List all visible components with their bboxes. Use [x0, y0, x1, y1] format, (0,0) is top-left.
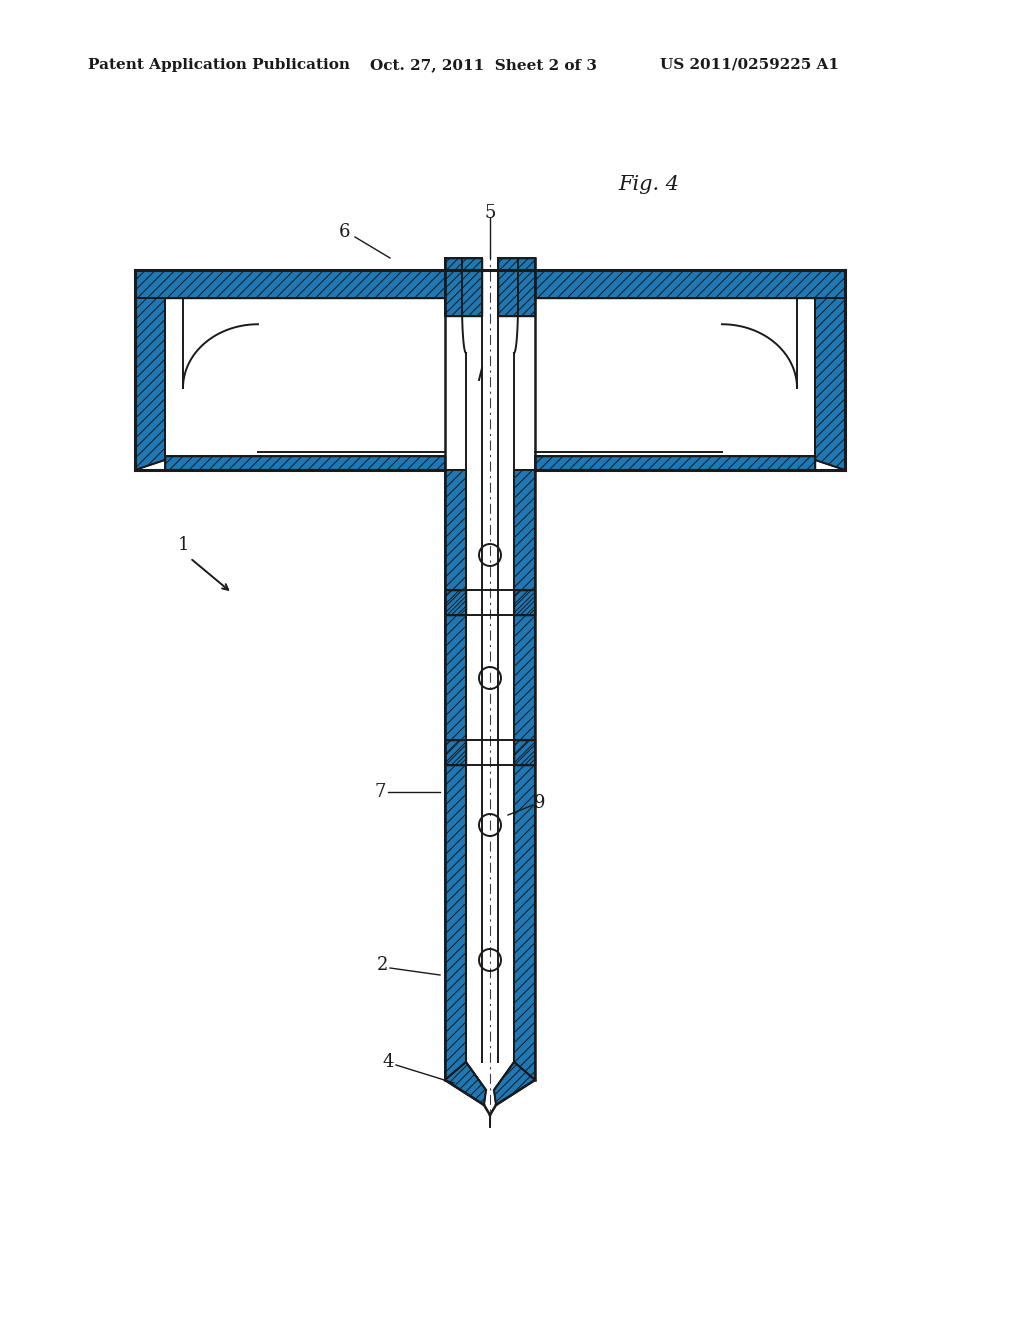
Text: 4: 4: [382, 1053, 393, 1071]
PathPatch shape: [514, 741, 535, 766]
Text: Oct. 27, 2011  Sheet 2 of 3: Oct. 27, 2011 Sheet 2 of 3: [370, 58, 597, 73]
PathPatch shape: [445, 257, 482, 315]
PathPatch shape: [514, 470, 535, 1080]
Text: 1: 1: [178, 536, 189, 554]
PathPatch shape: [445, 470, 466, 1080]
PathPatch shape: [135, 271, 445, 298]
PathPatch shape: [815, 298, 845, 470]
Text: 9: 9: [535, 795, 546, 812]
PathPatch shape: [445, 741, 466, 766]
PathPatch shape: [514, 590, 535, 615]
PathPatch shape: [535, 271, 845, 298]
PathPatch shape: [135, 298, 165, 470]
PathPatch shape: [445, 1063, 486, 1105]
Text: Fig. 4: Fig. 4: [618, 176, 679, 194]
PathPatch shape: [494, 1063, 535, 1105]
Text: US 2011/0259225 A1: US 2011/0259225 A1: [660, 58, 839, 73]
PathPatch shape: [445, 590, 466, 615]
Text: 5: 5: [484, 205, 496, 222]
PathPatch shape: [498, 257, 535, 315]
Text: Patent Application Publication: Patent Application Publication: [88, 58, 350, 73]
PathPatch shape: [165, 455, 445, 470]
Text: 2: 2: [376, 956, 388, 974]
Text: 7: 7: [375, 783, 386, 801]
PathPatch shape: [535, 455, 815, 470]
Text: 6: 6: [339, 223, 351, 242]
